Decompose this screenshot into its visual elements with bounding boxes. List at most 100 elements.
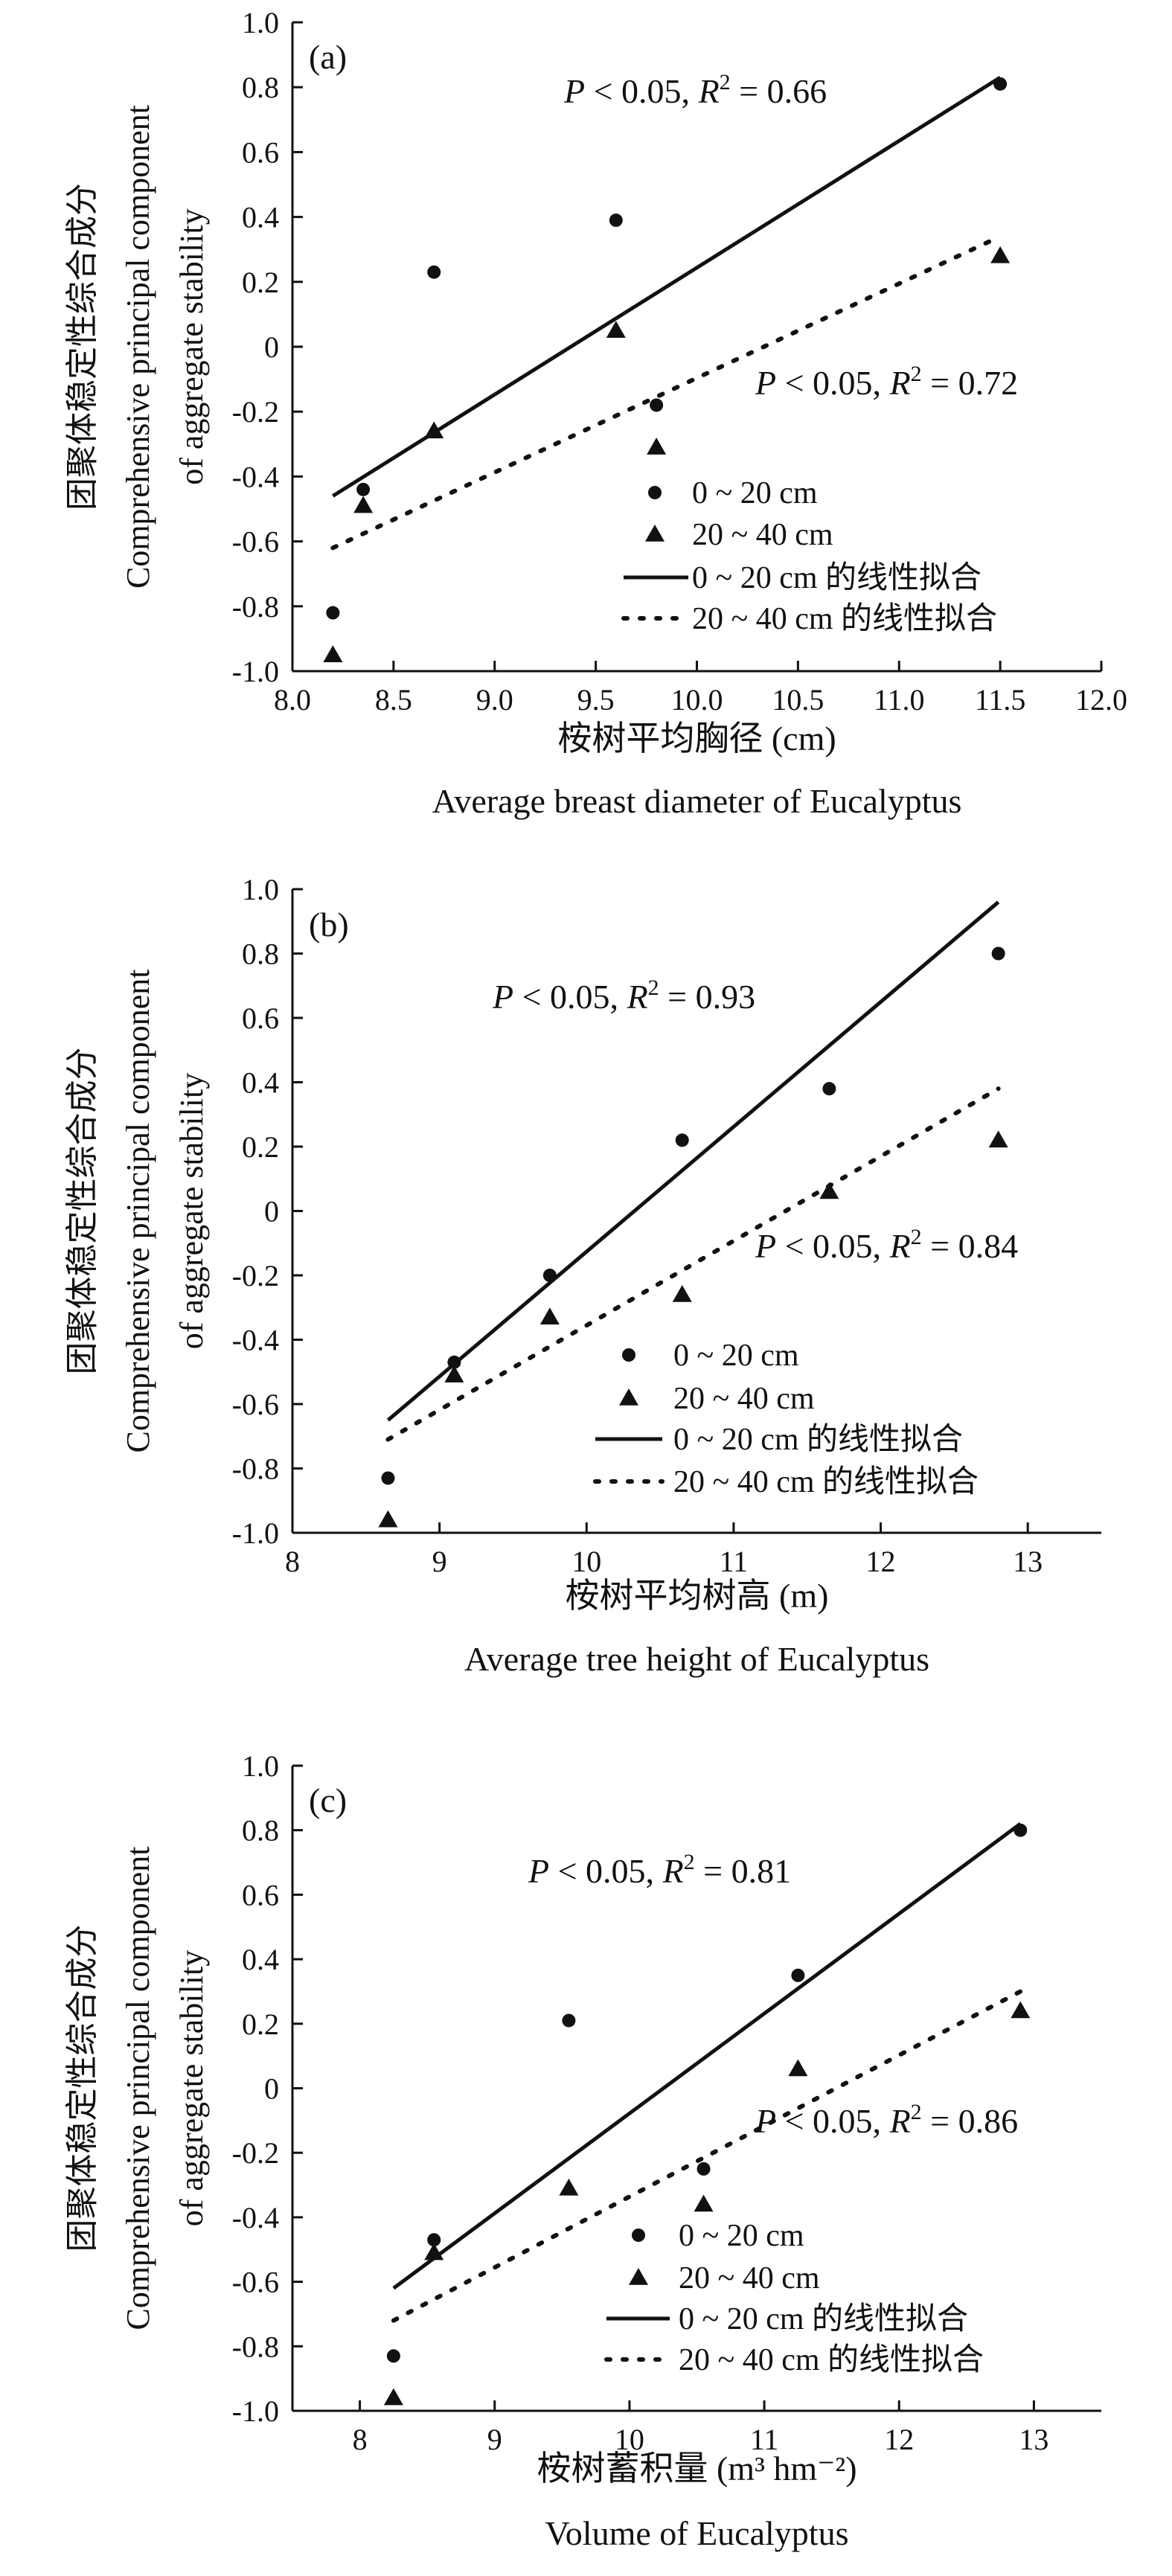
stat-mid: < 0.05, (549, 1852, 662, 1890)
chart-panel-3: 8 9 10 11 12 13 1.0 0.8 0.6 0.4 0.2 0 -0.2 -0.4 -0.6 -0… (64, 1749, 1101, 2552)
legend-circle-marker (632, 2229, 645, 2242)
x-tick-label: 8 (353, 2423, 368, 2456)
x-axis-label-cn: 桉树平均胸径 (cm) (557, 720, 836, 757)
stat-sup: 2 (720, 70, 731, 94)
y-tick-label: -0.4 (232, 2201, 279, 2234)
legend-label-20-40cm: 20 ~ 40 cm (673, 1382, 815, 1416)
stat-annotation-1: P < 0.05, R2 = 0.81 (528, 1850, 791, 1890)
point-20-40cm (323, 645, 343, 662)
y-tick-label: 0 (264, 330, 279, 364)
x-tick-label: 13 (1013, 1545, 1043, 1578)
stat-val: = 0.81 (695, 1852, 791, 1890)
y-tick-label: -0.4 (232, 1324, 279, 1357)
point-0-20cm (791, 1968, 805, 1982)
fit-line-0-20cm (392, 1822, 1022, 2290)
stat-sup: 2 (911, 2100, 922, 2124)
x-tick-label: 10.0 (671, 683, 723, 717)
y-tick-label: -0.8 (232, 1452, 279, 1486)
x-tick-label: 8.5 (375, 683, 412, 717)
panel-label: (c) (309, 1781, 347, 1819)
y-tick-label: 0.8 (242, 938, 279, 971)
point-0-20cm (562, 2013, 576, 2028)
y-tick-label: 1.0 (242, 6, 279, 39)
y-tick-label: 0 (264, 2072, 279, 2106)
y-tick-label: -0.2 (232, 395, 279, 429)
x-tick-label: 9 (432, 1545, 447, 1578)
y-axis-label-en-1: Comprehensive principal component (120, 1846, 156, 2330)
stat-r: R (889, 2102, 911, 2140)
legend-label-fit-0-20cm: 0 ~ 20 cm 的线性拟合 (692, 561, 982, 595)
point-20-40cm (990, 246, 1011, 263)
y-axis-label-en-2: of aggregate stability (173, 1073, 210, 1349)
legend-label-0-20cm: 0 ~ 20 cm (692, 476, 818, 510)
stat-r: R (889, 1227, 911, 1265)
legend: 0 ~ 20 cm 20 ~ 40 cm 0 ~ 20 cm 的线性拟合 20 ~ 4… (621, 476, 997, 636)
fit-line-0-20cm (386, 900, 1000, 1422)
stat-mid: < 0.05, (513, 978, 627, 1016)
x-tick-label: 12.0 (1075, 683, 1127, 717)
point-20-40cm (788, 2059, 808, 2077)
stat-r: R (627, 978, 648, 1016)
point-0-20cm (381, 1471, 395, 1485)
chart-panel-1: 8.0 8.5 9.0 9.5 10.0 10.5 11.0 11.5 12.0 1.0 0.8 0.… (64, 6, 1127, 820)
point-0-20cm (386, 2349, 400, 2363)
point-20-40cm (444, 1365, 464, 1382)
point-20-40cm (383, 2388, 403, 2406)
point-0-20cm (326, 606, 340, 620)
x-axis-label-en: Average tree height of Eucalyptus (464, 1640, 929, 1678)
stat-mid: < 0.05, (776, 364, 889, 402)
y-axis-label-en-2: of aggregate stability (173, 1950, 210, 2226)
y-tick-label: -0.8 (232, 590, 279, 624)
point-20-40cm (988, 1130, 1008, 1148)
legend-label-fit-0-20cm: 0 ~ 20 cm 的线性拟合 (673, 1423, 963, 1457)
y-tick-label: 1.0 (242, 1749, 279, 1783)
point-0-20cm (675, 1133, 689, 1147)
legend-label-fit-20-40cm: 20 ~ 40 cm 的线性拟合 (679, 2343, 984, 2377)
point-20-40cm (424, 421, 444, 439)
x-axis-label-en: Average breast diameter of Eucalyptus (432, 782, 962, 820)
panel-label: (a) (309, 38, 347, 76)
stat-annotation-2: P < 0.05, R2 = 0.86 (755, 2100, 1018, 2140)
x-axis-label-cn: 桉树平均树高 (m) (566, 1577, 829, 1615)
point-0-20cm (542, 1269, 557, 1282)
stat-val: = 0.84 (922, 1227, 1018, 1265)
point-20-40cm (353, 496, 374, 513)
point-20-40cm (606, 321, 626, 338)
x-tick-label: 9.5 (577, 683, 615, 717)
x-tick-label: 10.5 (772, 683, 824, 717)
point-20-40cm (694, 2194, 714, 2212)
stat-sup: 2 (648, 975, 659, 1000)
stat-p: P (755, 2102, 776, 2140)
stat-val: = 0.86 (922, 2102, 1018, 2140)
legend-label-fit-0-20cm: 0 ~ 20 cm 的线性拟合 (679, 2302, 968, 2336)
legend-circle-marker (622, 1348, 635, 1362)
fit-line-0-20cm (332, 76, 1002, 498)
legend-triangle-marker (619, 1388, 638, 1406)
legend-circle-marker (648, 486, 662, 499)
chart-panel-2: 8 9 10 11 12 13 1.0 0.8 0.6 0.4 0.2 0 -0.2 -0.4 -0.6 -0… (64, 873, 1101, 1678)
point-0-20cm (650, 398, 664, 412)
y-tick-label: -0.6 (232, 525, 279, 559)
stat-sup: 2 (684, 1850, 695, 1874)
x-tick-label: 11.0 (874, 683, 925, 717)
x-tick-label: 12 (866, 1545, 896, 1578)
y-tick-label: 0.2 (242, 2008, 279, 2041)
stat-val: = 0.72 (922, 364, 1018, 402)
point-0-20cm (697, 2162, 711, 2176)
stat-annotation-1: P < 0.05, R2 = 0.66 (563, 70, 827, 110)
y-tick-label: 0.6 (242, 135, 279, 169)
legend-triangle-marker (629, 2268, 648, 2285)
legend-label-0-20cm: 0 ~ 20 cm (673, 1339, 799, 1373)
y-tick-label: -1.0 (232, 2394, 279, 2428)
point-0-20cm (427, 265, 441, 279)
point-0-20cm (991, 946, 1005, 961)
legend-label-fit-20-40cm: 20 ~ 40 cm 的线性拟合 (692, 602, 997, 636)
x-tick-label: 11.5 (975, 683, 1026, 717)
y-tick-label: -1.0 (232, 1516, 279, 1550)
y-tick-label: -0.2 (232, 2136, 279, 2170)
stat-r: R (698, 72, 720, 110)
point-0-20cm (447, 1355, 461, 1369)
point-20-40cm (539, 1307, 560, 1324)
fit-line-20-40cm (385, 1086, 1001, 1442)
stat-p: P (528, 1852, 549, 1890)
